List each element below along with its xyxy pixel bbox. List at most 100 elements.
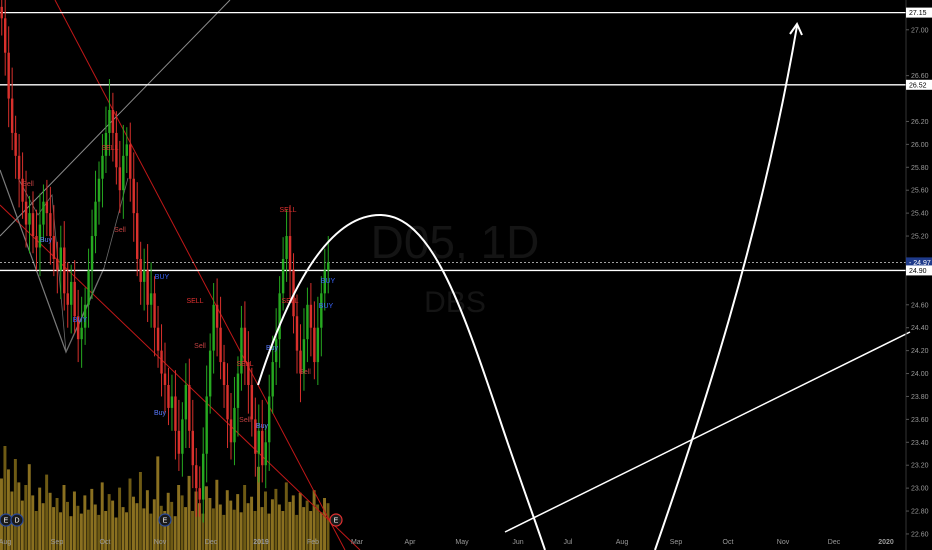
volume-bar bbox=[302, 507, 306, 550]
volume-bar bbox=[229, 500, 233, 550]
candle-body bbox=[66, 293, 69, 305]
level-price-tag: 27.15 bbox=[906, 7, 932, 18]
volume-bar bbox=[239, 512, 243, 550]
volume-bar bbox=[170, 501, 174, 550]
volume-bar bbox=[118, 487, 122, 550]
arrow-head-icon bbox=[789, 21, 803, 36]
volume-bar bbox=[52, 507, 56, 550]
event-marker-label: D bbox=[14, 518, 19, 525]
candle-body bbox=[0, 6, 3, 19]
price-tick-label: 23.20 bbox=[911, 463, 929, 470]
volume-bar bbox=[253, 511, 257, 550]
volume-bar bbox=[66, 501, 69, 550]
event-marker[interactable]: E bbox=[329, 513, 343, 527]
volume-bar bbox=[198, 503, 201, 550]
trend-line-gray bbox=[0, 0, 231, 237]
price-tick-label: 25.60 bbox=[911, 188, 929, 195]
price-tick-label: 25.80 bbox=[911, 165, 929, 172]
candle-body bbox=[174, 396, 177, 431]
volume-bar bbox=[6, 469, 10, 550]
candle-body bbox=[170, 396, 174, 408]
candle-body bbox=[320, 293, 323, 328]
candle-body bbox=[17, 155, 21, 179]
volume-bar bbox=[305, 500, 309, 550]
candle-body bbox=[323, 270, 326, 294]
candle-body bbox=[240, 327, 243, 374]
time-tick-label: Jul bbox=[564, 539, 573, 546]
time-tick-label: 2019 bbox=[253, 539, 269, 546]
volume-bar bbox=[204, 486, 208, 550]
price-tick-label: 23.40 bbox=[911, 440, 929, 447]
candle-body bbox=[233, 407, 236, 443]
event-marker-label: E bbox=[4, 518, 9, 525]
candle-body bbox=[111, 110, 115, 133]
volume-bar bbox=[194, 491, 198, 550]
time-axis[interactable]: Aug Sep Oct Nov Dec 2019 Feb Mar Apr May Jun Jul Aug… bbox=[0, 539, 894, 546]
volume-bar bbox=[323, 498, 326, 550]
candle-body bbox=[63, 247, 66, 294]
candle-body bbox=[49, 213, 52, 237]
volume-bar bbox=[326, 503, 330, 550]
volume-bar bbox=[288, 501, 292, 550]
candle-body bbox=[271, 362, 274, 397]
event-marker[interactable]: E bbox=[0, 513, 13, 527]
volume-bar bbox=[135, 503, 139, 550]
candle-body bbox=[142, 270, 146, 282]
volume-bar bbox=[156, 456, 160, 550]
time-tick-label: Sep bbox=[51, 539, 64, 546]
volume-bar bbox=[114, 517, 118, 550]
zigzag-inner bbox=[17, 177, 129, 354]
price-tick-label: 23.00 bbox=[911, 486, 929, 493]
drawings bbox=[257, 21, 911, 550]
projected-trend-line bbox=[504, 331, 911, 533]
event-marker[interactable]: E bbox=[158, 513, 172, 527]
watermark-name: DBS bbox=[424, 286, 486, 319]
candle-body bbox=[21, 178, 24, 202]
candle-body bbox=[7, 52, 10, 99]
level-price-tag: 26.52 bbox=[906, 79, 932, 90]
volume-bar bbox=[132, 496, 135, 550]
volume-bar bbox=[215, 479, 219, 550]
time-tick-label: Feb bbox=[307, 539, 319, 546]
volume-bar bbox=[264, 491, 267, 550]
volume-bar bbox=[159, 505, 163, 550]
candle-body bbox=[257, 430, 260, 454]
volume-bar bbox=[309, 511, 313, 550]
event-marker[interactable]: D bbox=[10, 513, 24, 527]
volume-bar bbox=[86, 509, 90, 550]
volume-bar bbox=[267, 513, 271, 550]
candle-body bbox=[167, 385, 170, 408]
candle-body bbox=[80, 327, 83, 340]
volume-bar bbox=[69, 516, 73, 550]
volume-bar bbox=[128, 478, 132, 550]
candle-body bbox=[59, 247, 62, 271]
price-tick-label: 24.60 bbox=[911, 302, 929, 309]
price-tick-label: 24.00 bbox=[911, 371, 929, 378]
candle-body bbox=[219, 327, 222, 363]
volume-bar bbox=[152, 499, 156, 550]
candle-body bbox=[69, 281, 73, 305]
candle-body bbox=[139, 258, 142, 282]
candle-body bbox=[156, 327, 160, 351]
signal-label: BUY bbox=[155, 274, 170, 281]
volume-bar bbox=[100, 482, 104, 550]
time-tick-label: Aug bbox=[0, 539, 11, 546]
price-tick-label: 24.20 bbox=[911, 348, 929, 355]
candle-body bbox=[313, 327, 316, 363]
candle-body bbox=[104, 132, 108, 156]
signal-label: Sell bbox=[239, 417, 251, 424]
volume-bar bbox=[55, 498, 59, 550]
candle-body bbox=[302, 339, 306, 374]
candle-body bbox=[125, 144, 128, 156]
volume-bar bbox=[142, 508, 146, 550]
candle-body bbox=[285, 236, 288, 259]
time-tick-label: Sep bbox=[670, 539, 683, 546]
signal-label: Sell bbox=[22, 181, 34, 188]
time-tick-label: Apr bbox=[405, 539, 417, 546]
volume-bar bbox=[191, 511, 194, 550]
candle-body bbox=[250, 385, 254, 420]
